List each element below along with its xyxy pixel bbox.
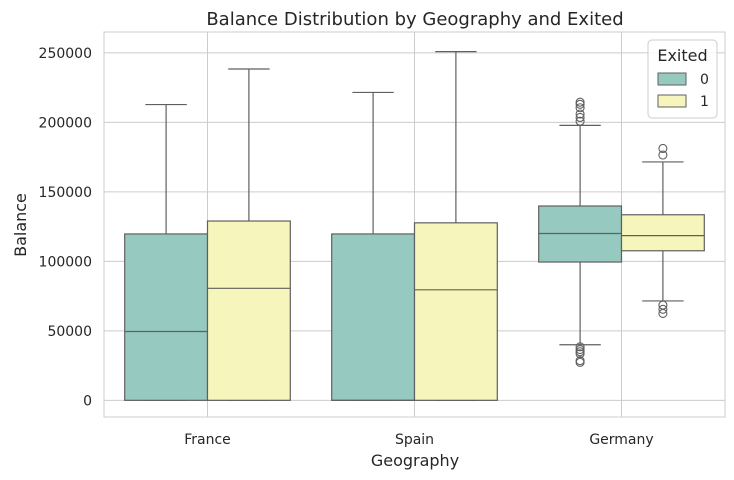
legend-swatch: [657, 72, 687, 86]
box-france-exited-1: [206, 68, 291, 401]
outlier-point: [575, 349, 585, 359]
y-tick-label: 200000: [39, 115, 92, 131]
y-tick-label: 50000: [47, 324, 92, 340]
outlier-point: [658, 308, 668, 319]
iqr-box: [331, 233, 416, 401]
legend-title: Exited: [657, 46, 707, 65]
box-spain-exited-1: [413, 50, 498, 401]
tick-layer: 0 50000 100000 150000 200000 250000 France Spai…: [39, 46, 654, 448]
outlier-point: [575, 342, 585, 352]
x-tick-label: Spain: [395, 432, 434, 448]
y-axis-label: Balance: [11, 193, 30, 257]
outlier-point: [658, 143, 668, 154]
iqr-box: [620, 214, 705, 252]
outlier-point: [575, 109, 585, 119]
box-france-exited-0: [124, 103, 209, 401]
legend: Exited 0 1: [647, 39, 718, 119]
y-tick-label: 0: [83, 393, 92, 409]
outlier-point: [658, 304, 668, 314]
iqr-box: [413, 222, 498, 401]
outlier-point: [575, 357, 585, 367]
outlier-point: [575, 103, 585, 113]
outlier-point: [575, 112, 585, 123]
x-tick-label: Germany: [589, 432, 653, 448]
outlier-point: [658, 150, 668, 160]
x-axis-label: Geography: [371, 451, 459, 470]
y-tick-label: 250000: [39, 46, 92, 62]
legend-swatch: [657, 94, 687, 108]
iqr-box: [206, 220, 291, 401]
y-tick-label: 150000: [39, 185, 92, 201]
legend-item-label: 0: [700, 72, 709, 88]
x-tick-label: France: [184, 432, 231, 448]
outlier-point: [575, 97, 585, 107]
box-layer: [124, 50, 705, 401]
box-germany-exited-0: [538, 97, 623, 367]
box-spain-exited-0: [331, 91, 416, 401]
iqr-box: [124, 233, 209, 401]
outlier-point: [575, 116, 585, 126]
chart-title: Balance Distribution by Geography and Ex…: [206, 9, 623, 30]
legend-item-label: 1: [700, 94, 709, 110]
y-tick-label: 100000: [39, 254, 92, 270]
box-germany-exited-1: [620, 143, 705, 319]
